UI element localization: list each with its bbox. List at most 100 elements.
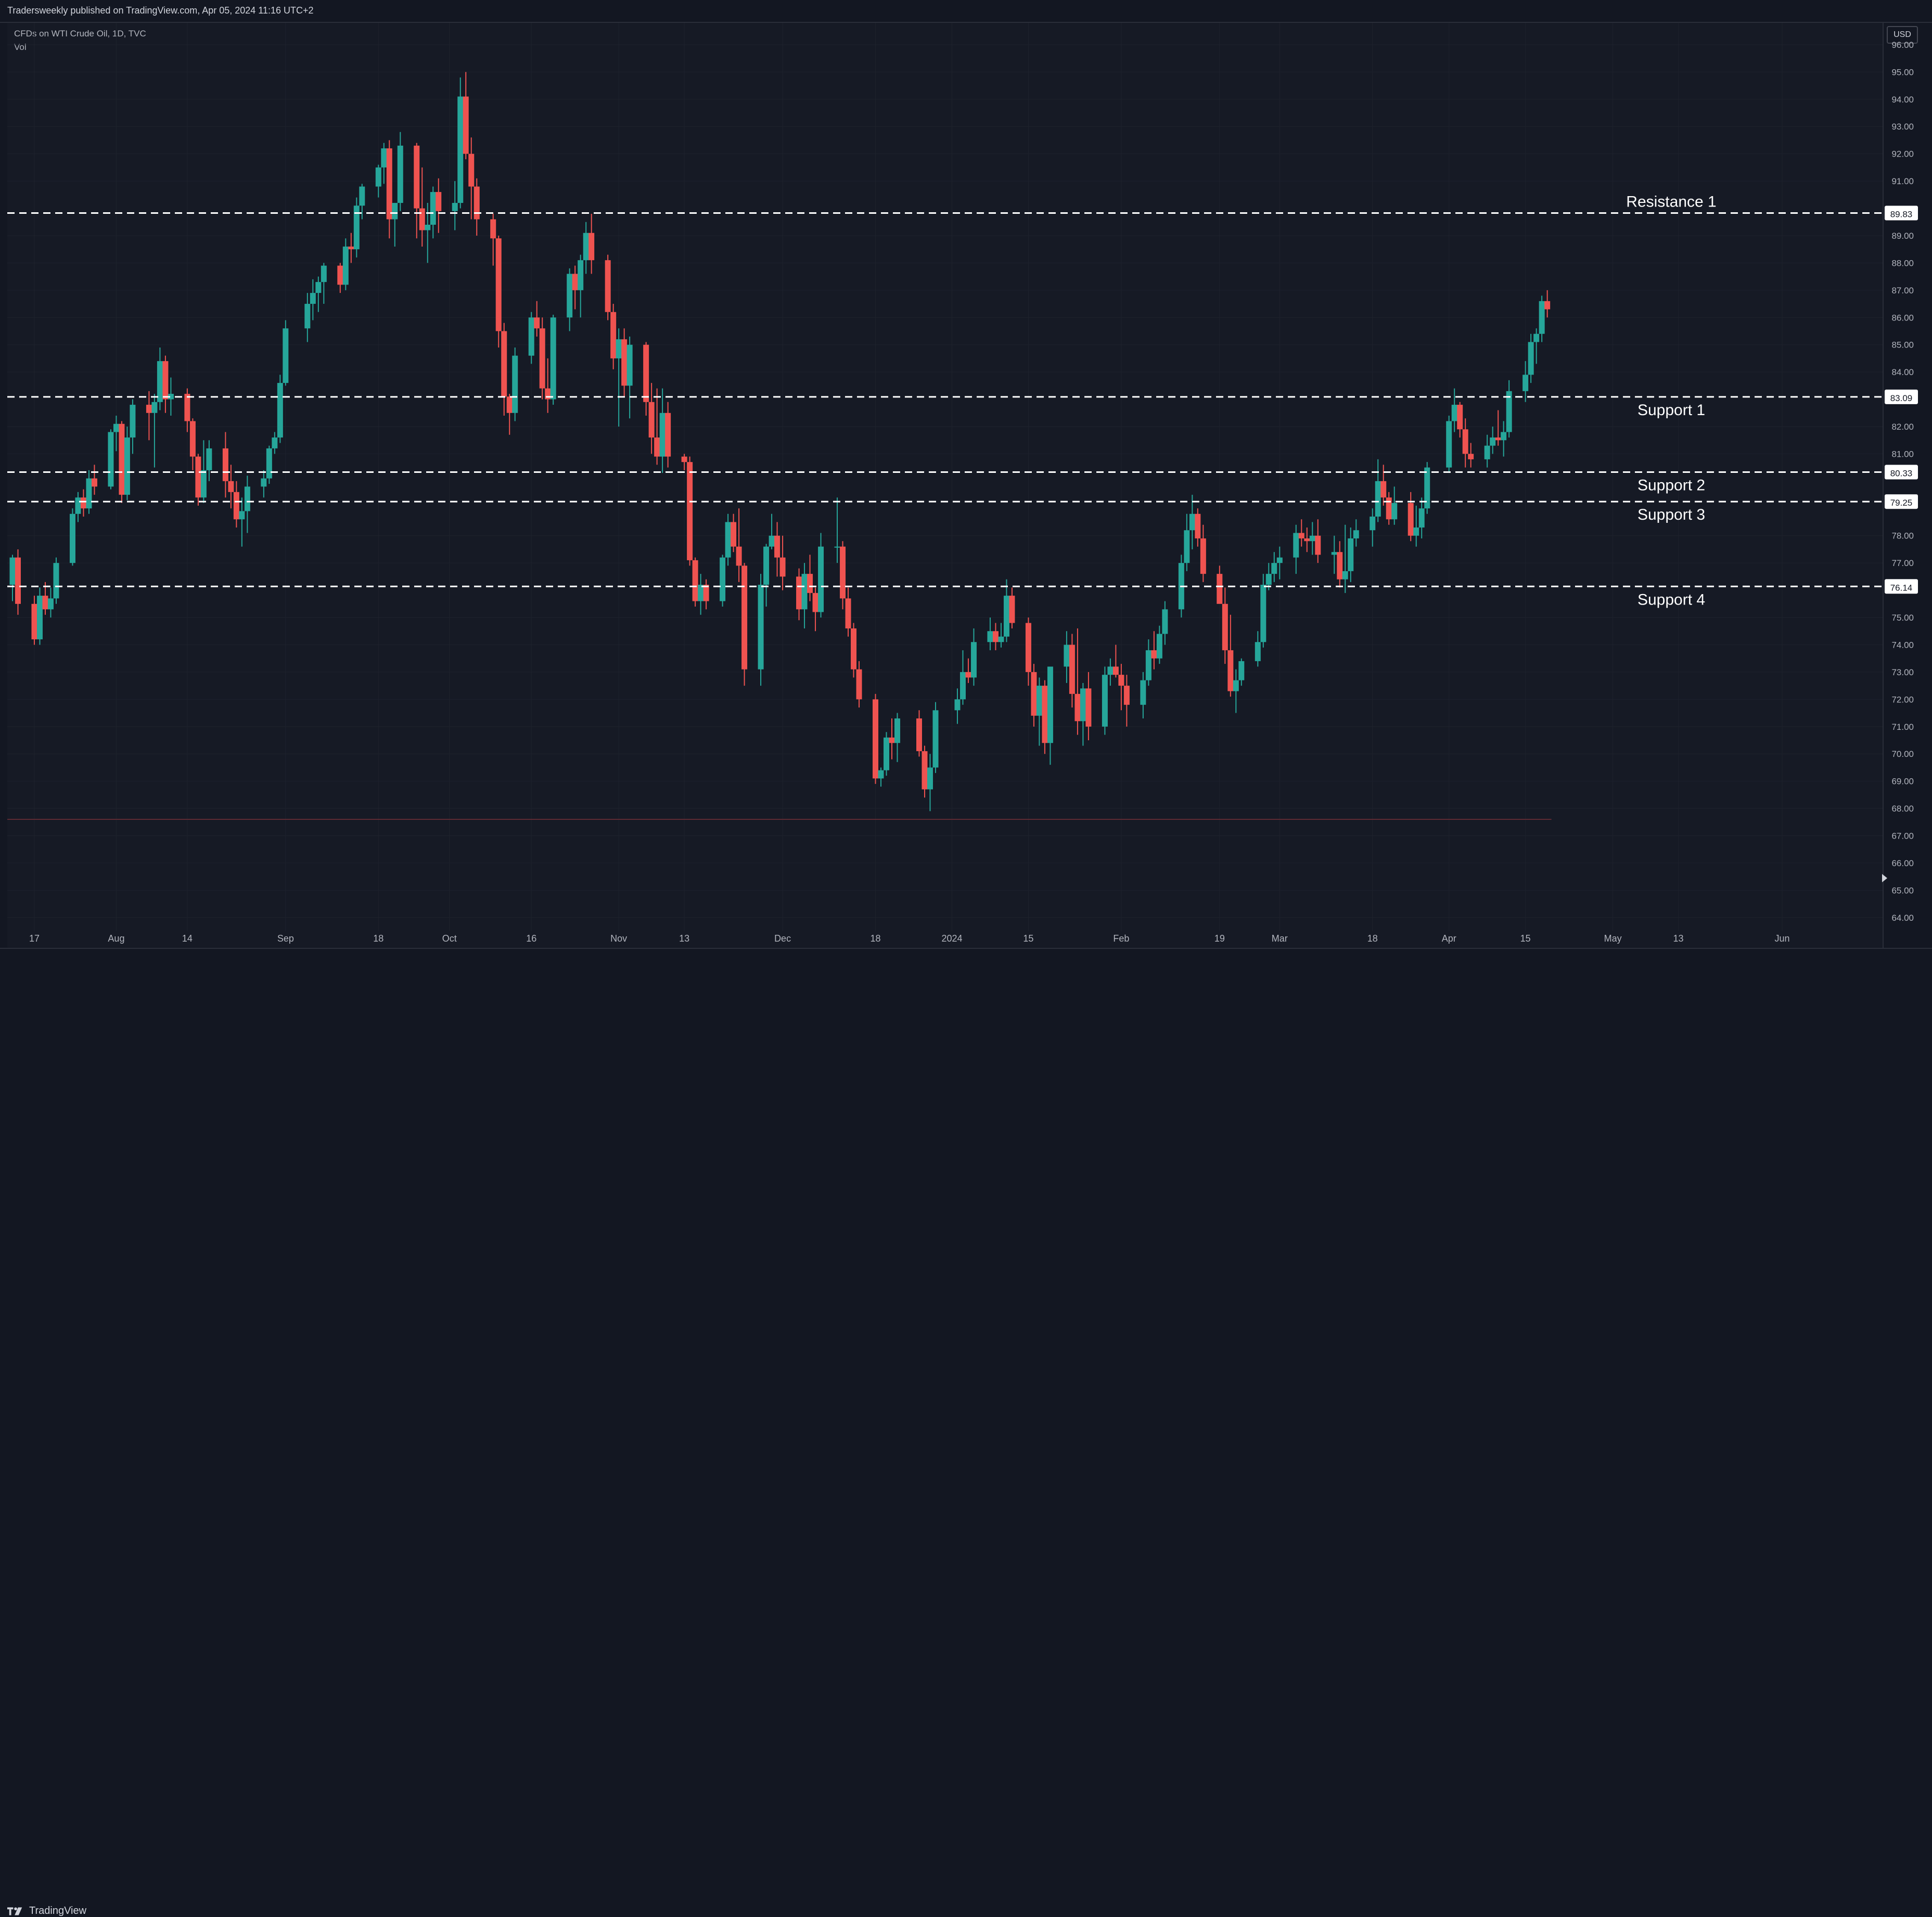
price-tick-label: 94.00 [1891,95,1914,105]
candle-body [648,402,655,438]
candle-body [1222,603,1228,650]
candle-body [1451,405,1457,421]
candle-body [1495,437,1501,441]
candle-body [266,448,272,479]
candle-body [1348,538,1354,571]
time-tick-label: 15 [1023,933,1033,944]
candle-body [36,596,43,639]
candle-body [1009,596,1015,623]
bottom-separator [0,948,1932,949]
candle-body [386,148,392,220]
candle-body [970,642,977,678]
tradingview-logo-icon [7,1907,22,1915]
candle-body [1380,481,1387,498]
candle-body [1031,672,1037,716]
candle-body [1304,538,1310,542]
candle-body [228,481,234,492]
branding-bar: TradingView [0,949,1932,1916]
candle-body [698,585,704,601]
candle-body [774,535,781,558]
candle-body [1156,634,1162,659]
candle-body [168,394,174,400]
candle-body [884,737,890,770]
candle-body [321,265,327,282]
candle-body [779,557,786,577]
candle-body [108,432,114,487]
candle-body [506,396,513,413]
price-tick-label: 84.00 [1891,367,1914,377]
price-axis[interactable] [1883,23,1932,949]
candle-body [1123,686,1130,705]
time-tick-label: 18 [871,933,881,944]
price-tick-label: 77.00 [1891,558,1914,568]
price-tick-label: 75.00 [1891,613,1914,623]
candle-body [15,557,21,604]
price-tick-label: 95.00 [1891,67,1914,77]
price-tick-label: 65.00 [1891,885,1914,895]
tradingview-brand[interactable]: TradingView [7,1905,86,1917]
time-tick-label: Apr [1442,933,1456,944]
candle-body [922,751,928,790]
candle-body [1309,535,1315,542]
candle-body [1069,645,1075,694]
brand-name: TradingView [29,1905,87,1916]
candle-body [992,631,999,642]
candle-body [1408,503,1414,536]
candle-body [878,770,884,779]
candle-body [932,710,939,768]
price-tick-label: 68.00 [1891,804,1914,814]
candle-body [1484,445,1490,459]
candle-body [528,317,534,356]
candle-body [436,192,442,211]
candle-body [731,522,737,547]
candle-body [626,344,633,386]
candle-body [807,574,813,593]
candle-body [889,737,895,743]
candle-body [157,361,163,402]
candle-body [239,511,245,520]
price-tick-label: 87.00 [1891,286,1914,295]
price-tick-label: 92.00 [1891,149,1914,159]
candle-body [468,153,475,187]
candle-body [375,167,381,187]
candle-body [419,208,425,230]
candle-body [1298,533,1304,538]
candle-body [414,145,420,209]
candle-body [687,462,693,560]
candle-body [392,203,398,220]
candle-body [758,585,764,670]
candle-body [495,238,502,331]
candle-body [1490,437,1496,446]
candle-body [233,492,239,520]
candle-body [113,423,119,432]
candle-body [359,186,365,206]
candlestick-chart[interactable]: Resistance 1 89.83 Support 1 83.09 Support 2… [0,0,1932,977]
candle-body [703,585,709,601]
currency-button[interactable]: USD [1887,26,1918,44]
candle-body [1200,538,1206,574]
candle-body [1353,530,1359,538]
candle-body [1042,686,1048,743]
candle-body [665,413,671,457]
time-tick-label: Dec [774,933,791,944]
price-badge [1885,579,1918,594]
candle-body [310,293,316,304]
candle-body [1260,585,1266,642]
level-label: Support 4 [1637,591,1705,608]
symbol-info[interactable]: CFDs on WTI Crude Oil, 1D, TVC [14,29,146,38]
candle-body [1539,301,1545,334]
candle-body [818,546,824,612]
candle-body [162,361,169,400]
price-badge [1885,389,1918,404]
chart-pane[interactable] [7,23,1883,949]
candle-body [1271,563,1277,574]
candle-body [272,437,278,448]
candle-body [801,574,808,610]
price-tick-label: 82.00 [1891,422,1914,432]
candle-body [9,557,16,585]
candle-body [959,672,966,700]
candle-body [812,593,818,612]
candle-body [304,304,311,329]
time-tick-label: 14 [182,933,193,944]
